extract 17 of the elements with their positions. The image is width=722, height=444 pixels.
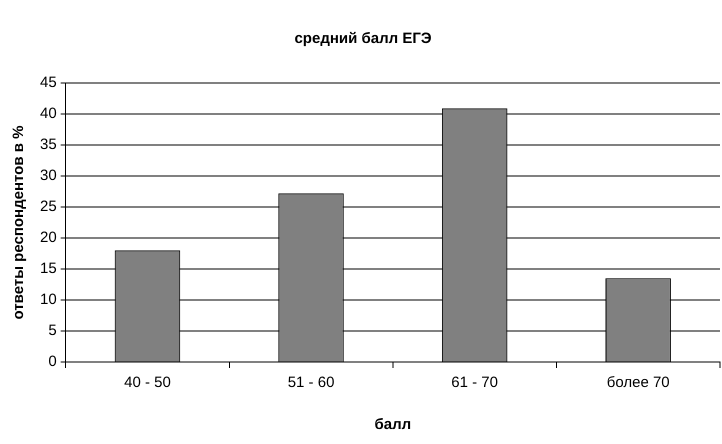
y-tick-label: 30 xyxy=(40,167,57,184)
y-tick-label: 35 xyxy=(40,136,57,154)
x-tick-label: 51 - 60 xyxy=(288,374,334,392)
y-axis-title: ответы респондентов в % xyxy=(10,126,28,320)
y-tick-label: 40 xyxy=(40,105,57,122)
y-tick-label: 5 xyxy=(48,322,57,340)
y-tick-label: 20 xyxy=(40,229,57,246)
y-tick-label: 10 xyxy=(40,291,57,308)
x-tick-label: 40 - 50 xyxy=(124,374,171,392)
x-tick-label: более 70 xyxy=(606,374,670,392)
y-tick-label: 45 xyxy=(40,74,57,92)
x-axis-title: балл xyxy=(374,416,412,434)
chart-title: средний балл ЕГЭ xyxy=(294,30,432,48)
y-tick-label: 15 xyxy=(40,260,57,278)
x-tick-label: 61 - 70 xyxy=(451,374,498,392)
y-tick-label: 25 xyxy=(40,198,57,216)
y-tick-label: 0 xyxy=(48,353,57,370)
